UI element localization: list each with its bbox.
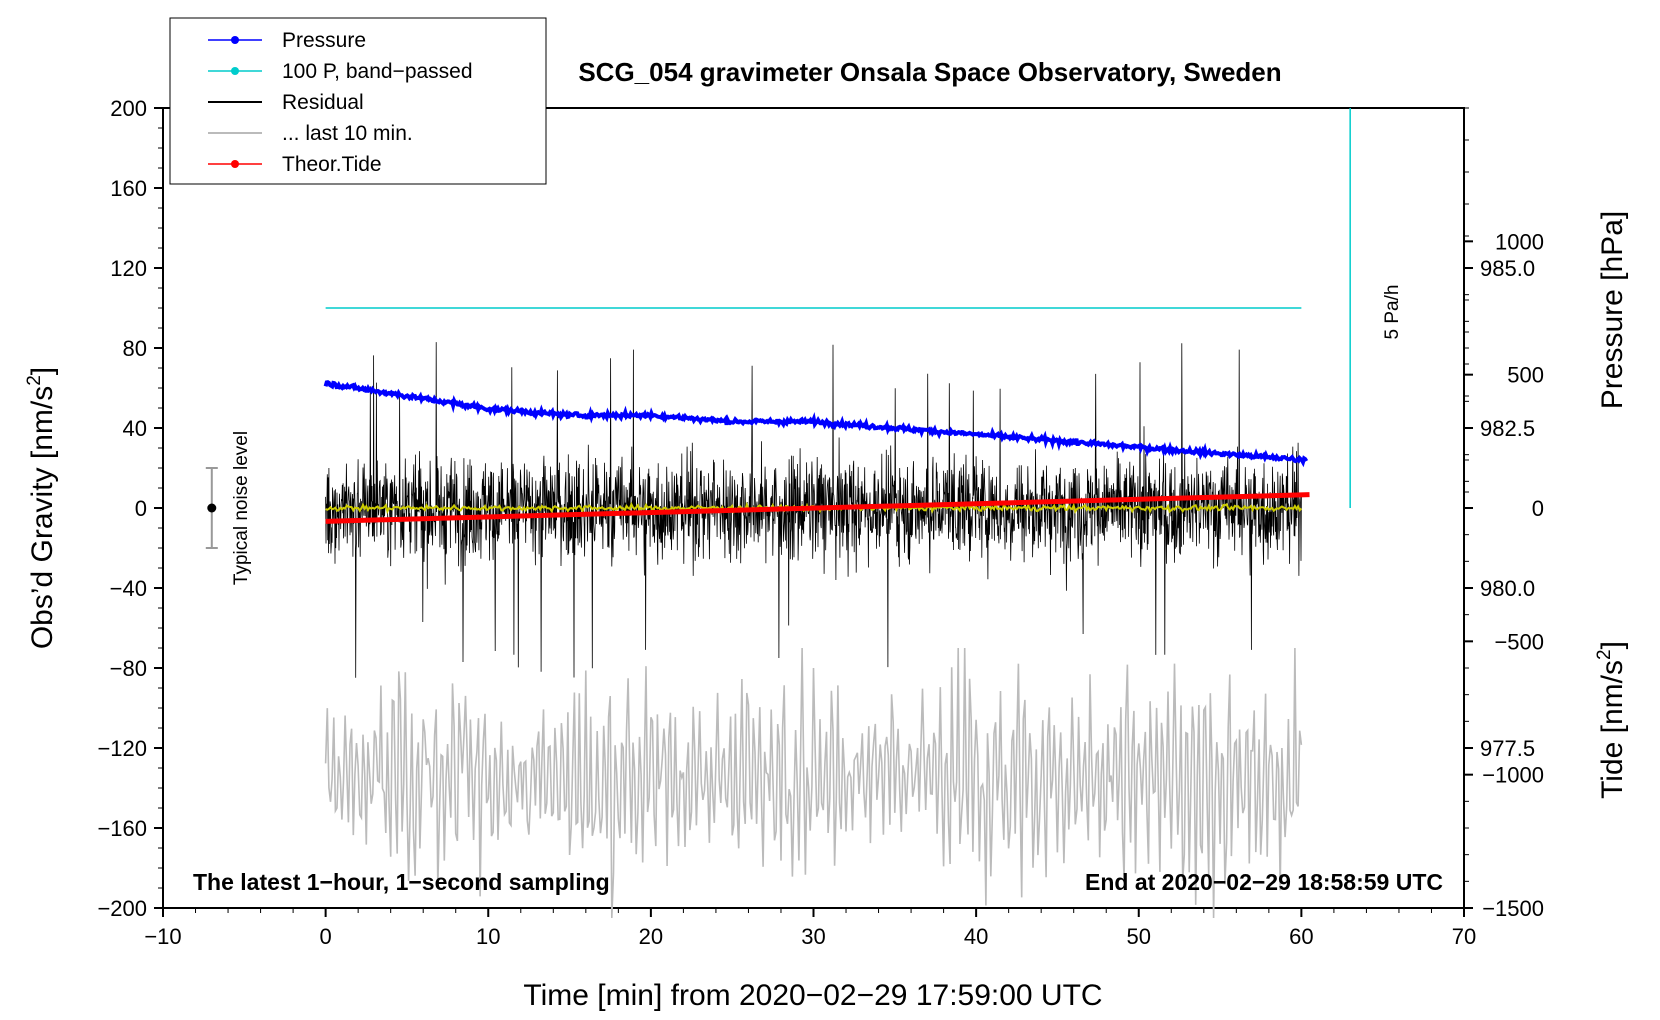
y-tide-tick-label: 1000 [1495,229,1544,254]
noise-center-dot [207,503,217,513]
x-tick-label: 50 [1127,924,1151,949]
legend: Pressure 100 P, band−passed Residual ... la… [169,17,547,185]
y-axis-tide-label-close: ] [1596,641,1629,649]
x-tick-label: 30 [801,924,825,949]
y-axis-left-label-main: Obs’d Gravity [nm/s [26,386,59,649]
y-pressure-tick-label: 985.0 [1480,256,1535,281]
series-last-10-min [324,647,1303,919]
legend-label: Theor.Tide [282,153,382,176]
legend-label: ... last 10 min. [282,122,413,145]
x-axis-ticks: −10 0 10 20 30 40 50 60 70 [144,908,1476,949]
series-layer [323,108,1351,919]
y-axis-tide-ticks: 1000 500 0 −500 −1000 −1500 [1464,229,1544,921]
y-tide-tick-label: −500 [1494,629,1544,654]
noise-level-label: Typical noise level [231,431,252,585]
y-axis-pressure-label: Pressure [hPa] [1596,211,1629,409]
y-left-tick-label: −120 [97,736,147,761]
y-axis-tide-label-main: Tide [nm/s [1596,660,1629,799]
y-axis-tide-label: Tide [nm/s2] [1594,641,1629,799]
chart-title: SCG_054 gravimeter Onsala Space Observat… [578,57,1281,87]
x-tick-label: 10 [476,924,500,949]
x-tick-label: 60 [1289,924,1313,949]
y-left-tick-label: 200 [110,96,147,121]
x-tick-label: 70 [1452,924,1476,949]
y-axis-left-ticks: 200 160 120 80 40 0 −40 −80 −120 −160 −200 [97,96,163,921]
y-left-tick-label: −40 [110,576,147,601]
pressure-rate-label: 5 Pa/h [1382,285,1403,340]
y-pressure-tick-label: 977.5 [1480,736,1535,761]
y-tide-tick-label: 500 [1507,363,1544,388]
series-pressure [323,380,1309,468]
legend-swatch-dot [231,36,239,44]
x-axis-label: Time [min] from 2020−02−29 17:59:00 UTC [523,979,1102,1012]
y-axis-left-label-close: ] [26,367,59,375]
y-left-tick-label: 80 [123,336,147,361]
x-tick-label: 20 [639,924,663,949]
x-tick-label: −10 [144,924,181,949]
x-tick-label: 40 [964,924,988,949]
legend-swatch-dot [231,67,239,75]
y-tide-tick-label: 0 [1532,496,1544,521]
y-left-tick-label: 120 [110,256,147,281]
y-pressure-tick-label: 980.0 [1480,576,1535,601]
noise-level-marker [205,467,218,549]
y-tide-tick-label: −1500 [1482,896,1544,921]
legend-label: Pressure [282,29,366,52]
y-axis-pressure-ticks: 985.0 982.5 980.0 977.5 [1464,107,1535,761]
legend-swatch-dot [231,160,239,168]
y-axis-left-label: Obs’d Gravity [nm/s2] [24,367,59,649]
series-theor-tide [325,492,1310,524]
x-tick-label: 0 [320,924,332,949]
y-pressure-tick-label: 982.5 [1480,416,1535,441]
y-left-tick-label: −200 [97,896,147,921]
y-left-tick-label: −80 [110,656,147,681]
y-left-tick-label: 40 [123,416,147,441]
y-axis-tide-label-sup: 2 [1594,649,1615,660]
y-left-tick-label: 160 [110,176,147,201]
y-left-tick-label: −160 [97,816,147,841]
footer-right-annotation: End at 2020−02−29 18:58:59 UTC [1085,869,1443,895]
legend-label: 100 P, band−passed [282,60,473,83]
footer-left-annotation: The latest 1−hour, 1−second sampling [193,869,610,895]
y-axis-left-label-sup: 2 [24,375,45,386]
y-left-tick-label: 0 [135,496,147,521]
legend-label: Residual [282,91,364,114]
y-tide-tick-label: −1000 [1482,763,1544,788]
